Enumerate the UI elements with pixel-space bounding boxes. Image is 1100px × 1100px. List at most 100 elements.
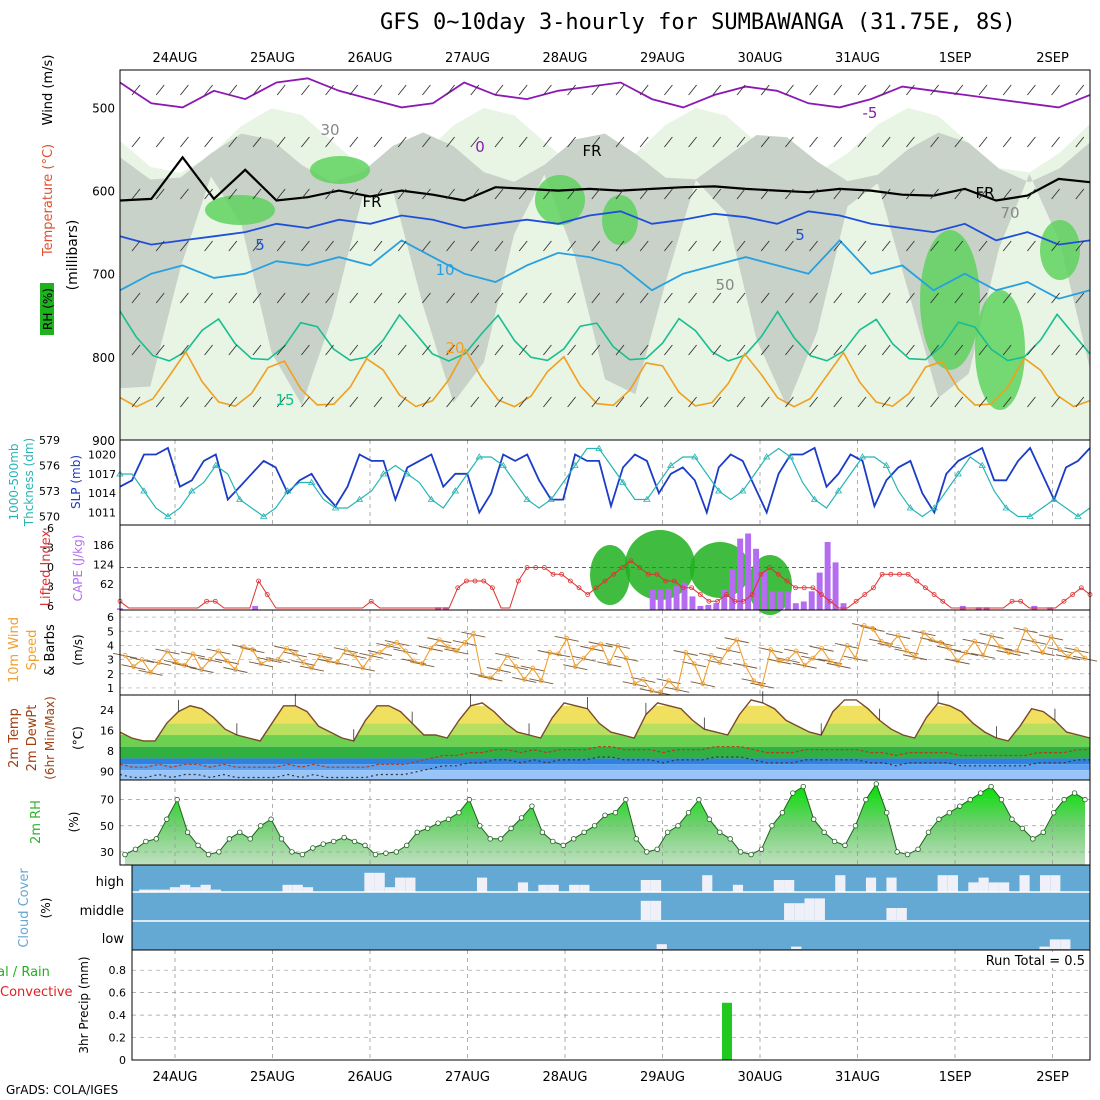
wind-speed-marker <box>1006 650 1011 655</box>
temp-label-1: 2m Temp <box>7 708 22 768</box>
rh-marker <box>1019 825 1026 832</box>
wind-speed-marker <box>623 655 629 661</box>
wind-barb <box>1051 84 1060 96</box>
wind-barb <box>252 84 262 96</box>
thickness-marker <box>978 461 986 468</box>
rh-marker <box>1050 809 1057 816</box>
wind-barb <box>809 292 818 304</box>
wind-barb <box>470 84 480 96</box>
wind-barb <box>252 344 262 356</box>
rh-marker <box>237 829 243 836</box>
wind-barb <box>954 344 964 356</box>
wind-speed-marker <box>742 662 748 668</box>
precip-conv-label: Convective <box>0 985 73 1000</box>
cloud-bar-high <box>364 872 375 892</box>
rh-marker <box>289 849 295 855</box>
cloud-bar-high <box>732 884 744 892</box>
rh-marker <box>257 823 264 829</box>
wind-barb <box>857 344 867 356</box>
lifted-index-marker <box>741 598 746 604</box>
wind-barb <box>760 396 770 408</box>
cape-bar <box>761 570 767 610</box>
wind-barb <box>954 292 964 304</box>
cloud-bar-low <box>656 944 667 949</box>
contour-label: 0 <box>475 138 485 156</box>
wind-speed-marker <box>411 658 417 664</box>
rh-marker <box>873 781 880 787</box>
li-label: Lifted Index <box>39 529 54 606</box>
wind-barb <box>276 188 286 200</box>
wind-barb <box>881 292 891 304</box>
lifted-index-marker <box>602 578 608 584</box>
wind-speed-marker <box>1065 654 1071 660</box>
wind-speed-marker <box>759 682 765 688</box>
wind-barb <box>543 84 552 96</box>
wind-barb <box>180 84 189 96</box>
cloud-bar-middle <box>640 900 651 920</box>
wind-barb <box>422 292 431 304</box>
date-label-top: 27AUG <box>445 51 490 66</box>
wind-barb <box>688 344 697 356</box>
wind-barb <box>615 344 625 356</box>
wind-barb <box>978 396 988 408</box>
pressure-tick: 600 <box>92 185 115 199</box>
wind-barb <box>688 396 697 408</box>
wind-speed-marker <box>827 658 833 664</box>
temp-tick: 24 <box>100 704 114 717</box>
rh-marker <box>769 823 775 829</box>
thickness-marker <box>619 478 627 485</box>
wind-barb <box>664 84 673 96</box>
wind-speed-marker <box>385 643 391 648</box>
thickness-marker <box>236 495 244 502</box>
rh-green-blob <box>535 175 585 225</box>
wind-speed-marker <box>530 665 536 671</box>
rh-marker <box>685 809 692 816</box>
lifted-index-marker <box>767 565 772 570</box>
rh-marker <box>644 849 650 855</box>
wind-barb <box>494 84 504 96</box>
lifted-index-marker <box>671 578 677 584</box>
cape-label: CAPE (J/kg) <box>71 535 85 602</box>
wind-barb <box>712 188 722 200</box>
thickness-label-2: Thckness (dm) <box>22 438 36 527</box>
wind10-label-4: (m/s) <box>71 634 85 665</box>
wind-barb <box>325 292 334 304</box>
cloud-bar-high <box>835 875 846 892</box>
wind-barb <box>301 84 310 96</box>
rh-marker <box>466 796 473 803</box>
temp-line <box>119 699 1091 742</box>
rh-marker <box>362 842 368 849</box>
precip-frame <box>131 949 1091 1061</box>
thickness-tick: 576 <box>39 460 60 473</box>
wind-barb <box>446 292 455 304</box>
cape-bar <box>721 589 728 610</box>
rh-marker <box>216 849 222 855</box>
contour-label: 20 <box>445 339 464 357</box>
wind-barb <box>930 344 939 356</box>
wind-speed-marker <box>615 643 621 648</box>
li-tick: -6 <box>43 522 54 535</box>
wind-barb <box>155 136 165 148</box>
cloud-bar-high <box>210 889 221 892</box>
wind-barb <box>591 396 601 408</box>
wind-barb <box>422 84 431 96</box>
wind-barb <box>833 188 843 200</box>
wind-barb <box>760 188 770 200</box>
date-label-bottom: 1SEP <box>939 1070 972 1085</box>
wind-speed-marker <box>751 678 757 684</box>
temp-tick: 16 <box>100 725 114 738</box>
cloud-bg <box>132 865 1090 950</box>
wind-speed-marker <box>122 652 128 658</box>
lifted-index-marker <box>481 578 487 584</box>
wind-speed-marker <box>649 688 655 694</box>
slp-tick: 1020 <box>88 448 116 461</box>
contour-label: 50 <box>715 276 734 294</box>
lifted-index-marker <box>862 592 868 597</box>
wind-barb <box>155 292 165 304</box>
rh-marker <box>508 825 514 832</box>
thickness-marker <box>451 487 460 494</box>
wind-barb <box>1075 344 1085 356</box>
wind-speed-marker <box>453 648 459 654</box>
thickness-marker <box>547 495 555 502</box>
precip-bar <box>722 1002 732 1060</box>
